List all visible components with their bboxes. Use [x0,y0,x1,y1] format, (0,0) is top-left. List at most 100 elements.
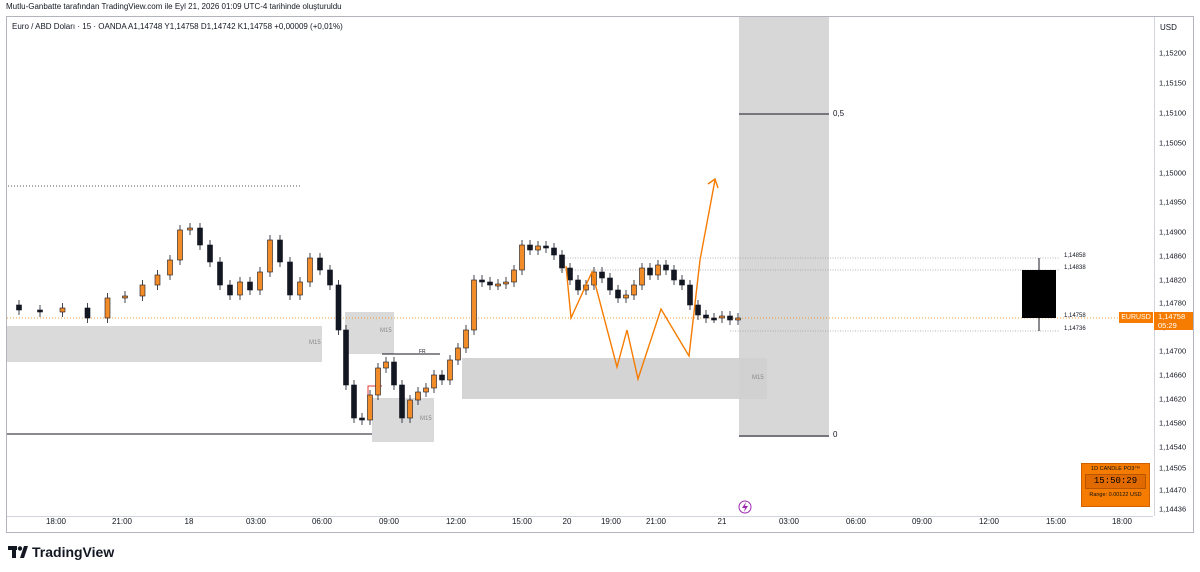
symbol-badge: EURUSD [1119,312,1153,323]
candle-body [122,295,128,299]
candle-body [575,279,581,291]
zone-label-1: M15 [309,340,321,346]
time-axis-label: 03:00 [245,517,267,526]
time-axis-label: 18:00 [45,517,67,526]
candle-body [655,264,661,276]
time-axis[interactable] [7,516,1153,517]
candle-body [277,239,283,263]
candle-body [317,257,323,271]
candle-body [407,399,413,419]
currency-label[interactable]: USD [1160,23,1177,32]
price-axis-label: 1,14860 [1159,251,1187,261]
price-axis-label: 1,15100 [1159,108,1187,118]
candle-body [527,244,533,251]
candle-body [719,315,725,319]
supply-zone [345,312,394,354]
candle-body [167,259,173,276]
time-axis-label: 12:00 [978,517,1000,526]
price-axis-label: 1,14470 [1159,485,1187,495]
time-axis-label: 21:00 [645,517,667,526]
demand-zone [7,326,322,362]
time-axis-label: 09:00 [911,517,933,526]
fib-range-box [739,17,829,437]
chart-frame [6,16,1194,533]
candle-body [551,247,557,256]
candle-body [471,279,477,331]
level-label-1: 1,14858 [1064,253,1086,259]
candle-body [187,227,193,231]
fvg-zone [462,358,767,399]
candle-body [391,361,397,386]
candle-body [351,384,357,419]
symbol-legend[interactable]: Euro / ABD Doları · 15 · OANDA A1,14748 … [12,22,343,31]
candle-body [703,314,709,319]
candle-body [383,361,389,369]
price-axis-label: 1,14950 [1159,197,1187,207]
candle-body [599,271,605,279]
candle-body [307,257,313,283]
candle-body [503,281,509,285]
price-axis-label: 1,14505 [1159,463,1187,473]
candle-body [455,347,461,361]
tradingview-logo[interactable]: TradingView [8,544,114,560]
candle-body [687,284,693,306]
fib-bottom-label: 0 [833,430,838,439]
lightning-icon-glyph [742,502,748,512]
price-axis-label: 1,15050 [1159,138,1187,148]
time-axis-label: 18 [184,517,194,526]
candle-body [647,267,653,276]
price-axis-label: 1,14580 [1159,418,1187,428]
price-axis-label: 1,15150 [1159,78,1187,88]
po3-widget-clock: 15:50:29 [1085,474,1146,489]
price-axis-label: 1,14436 [1159,504,1187,514]
projection-arrowhead [707,177,719,189]
po3-widget-range: Range: 0.00122 USD [1089,492,1142,498]
time-axis-label: 15:00 [1045,517,1067,526]
price-axis-label: 1,14660 [1159,370,1187,380]
level-label-2: 1,14838 [1064,265,1086,271]
po3-widget-title: 1D CANDLE PO3™ [1091,466,1140,472]
zone-label-3: M15 [420,416,432,422]
candle-body [623,294,629,299]
time-axis-label: 06:00 [845,517,867,526]
candle-body [695,304,701,316]
candle-body [615,289,621,299]
candle-body [197,227,203,246]
candle-body [257,271,263,291]
po3-widget: 1D CANDLE PO3™ 15:50:29 Range: 0.00122 U… [1081,463,1150,507]
price-axis-label: 1,14820 [1159,275,1187,285]
time-axis-label: 12:00 [445,517,467,526]
time-axis-label: 20 [562,517,572,526]
candle-body [431,374,437,389]
candle-body [367,394,373,421]
current-price-tag: 1,14758 05:29 [1154,312,1193,330]
price-axis-label: 1,14780 [1159,298,1187,308]
price-axis-label: 1,15000 [1159,168,1187,178]
zone-label-4: M15 [752,375,764,381]
candle-body [343,329,349,386]
candle-body [559,254,565,269]
candle-body [663,264,669,271]
candle-body [139,284,146,297]
candle-body [399,384,405,419]
level-label-4: 1,14736 [1064,326,1086,332]
price-axis-label: 1,14900 [1159,227,1187,237]
candle-body [37,309,43,313]
fr-label: FR [419,349,426,355]
time-axis-label: 18:00 [1111,517,1133,526]
projection-path-1 [565,179,716,382]
candle-body [267,239,273,273]
candle-body [59,307,66,313]
candle-body [154,274,161,286]
time-axis-label: 06:00 [311,517,333,526]
price-axis[interactable] [1154,17,1194,516]
candle-body [479,279,485,283]
candle-body [227,284,233,296]
candle-body [631,284,637,296]
candle-body [84,307,91,319]
candle-body [375,367,381,396]
candle-body [439,374,445,381]
level-label-3: 1,14758 [1064,313,1086,319]
candle-body [607,277,613,291]
